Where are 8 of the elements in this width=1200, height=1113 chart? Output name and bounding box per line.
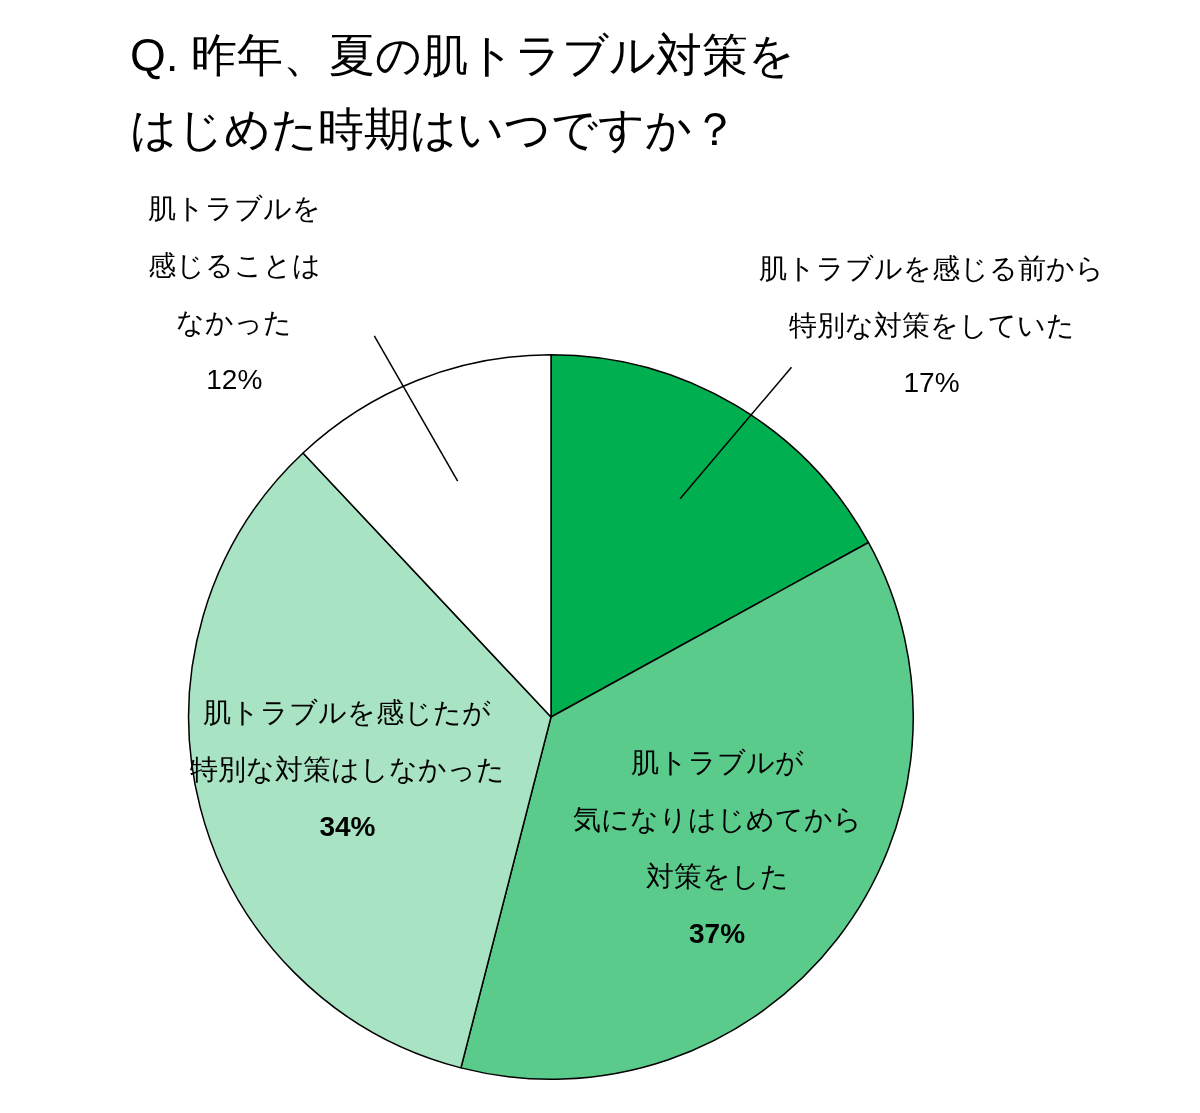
data-label: 17% [903, 366, 960, 398]
data-label: 37% [688, 918, 746, 950]
slice-label: 肌トラブルを感じる前から特別な対策をしていた [759, 252, 1104, 341]
data-label: 12% [206, 364, 263, 396]
data-label: 34% [319, 810, 376, 842]
slice-label: 肌トラブルを感じることはなかった [147, 193, 321, 339]
slice-label: 肌トラブルが気になりはじめてから対策をした [572, 747, 862, 893]
chart-title: Q. 昨年、夏の肌トラブル対策をはじめた時期はいつですか？ [130, 28, 797, 157]
